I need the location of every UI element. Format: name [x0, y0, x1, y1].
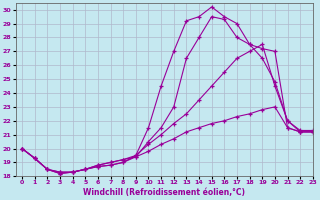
X-axis label: Windchill (Refroidissement éolien,°C): Windchill (Refroidissement éolien,°C)	[83, 188, 245, 197]
